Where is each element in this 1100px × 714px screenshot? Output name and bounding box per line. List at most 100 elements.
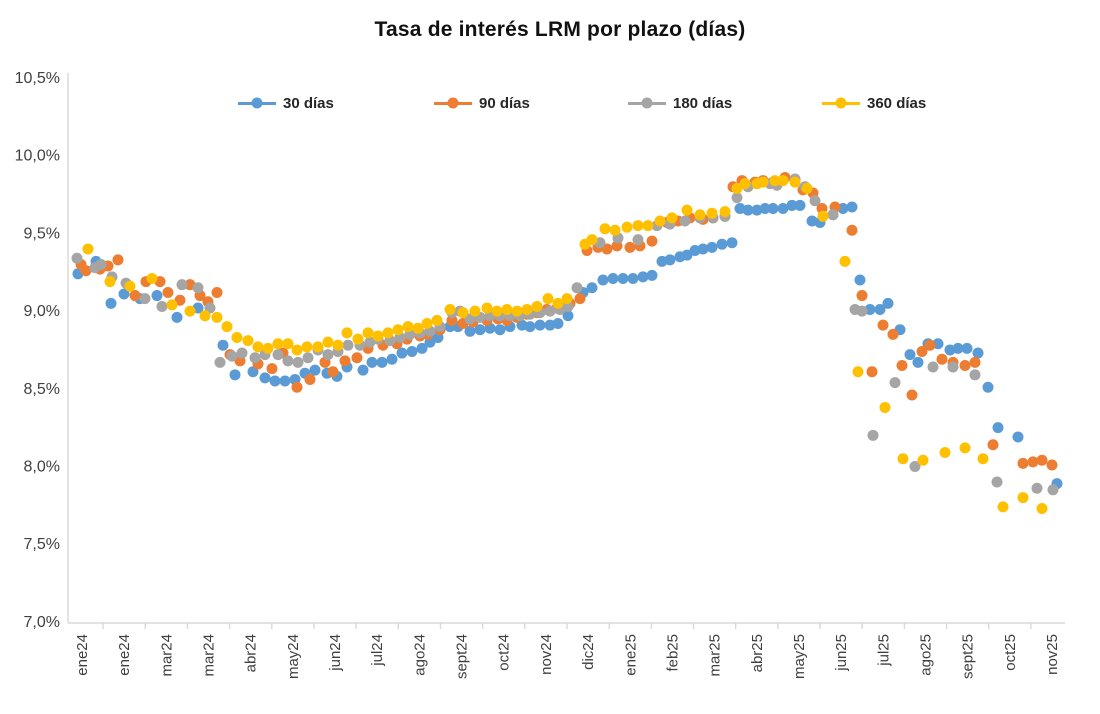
series-90-dias-marker: [211, 286, 223, 298]
series-360-dias-marker: [789, 176, 801, 188]
series-360-dias-marker: [1017, 492, 1029, 504]
series-360-dias-marker: [769, 175, 781, 187]
series-90-dias-marker: [906, 389, 918, 401]
series-360-dias-marker: [552, 297, 564, 309]
series-90-dias-marker: [896, 359, 908, 371]
series-360-dias-marker: [124, 280, 136, 292]
series-30-dias-marker: [534, 319, 546, 331]
series-180-dias-marker: [236, 347, 248, 359]
series-90-dias-marker: [887, 328, 899, 340]
legend-marker-30-dias: [238, 97, 276, 109]
series-360-dias-marker: [211, 311, 223, 323]
series-90-dias-marker: [129, 290, 141, 302]
x-tick-label: ene25: [622, 634, 639, 676]
series-30-dias-marker: [376, 356, 388, 368]
series-180-dias-marker: [679, 215, 691, 227]
series-30-dias-marker: [229, 369, 241, 381]
series-360-dias-marker: [586, 234, 598, 246]
series-360-dias-marker: [839, 255, 851, 267]
series-30-dias-marker: [716, 238, 728, 250]
series-360-dias-marker: [469, 305, 481, 317]
series-30-dias-marker: [247, 366, 259, 378]
series-30-dias-marker: [992, 422, 1004, 434]
series-30-dias-marker: [406, 346, 418, 358]
legend-marker-360-dias: [822, 97, 860, 109]
legend-item-90-dias: 90 días: [434, 94, 530, 112]
series-360-dias-marker: [666, 212, 678, 224]
series-360-dias-marker: [817, 210, 829, 222]
series-360-dias-marker: [431, 314, 443, 326]
series-90-dias-marker: [877, 319, 889, 331]
series-90-dias-marker: [969, 356, 981, 368]
series-180-dias-marker: [322, 349, 334, 361]
series-30-dias-marker: [904, 349, 916, 361]
legend-label-180-dias: 180 días: [673, 94, 733, 112]
x-tick-label: ago25: [917, 634, 934, 676]
series-30-dias-marker: [494, 324, 506, 336]
series-360-dias-marker: [412, 322, 424, 334]
series-30-dias-marker: [269, 375, 281, 387]
series-180-dias-marker: [139, 293, 151, 305]
legend-marker-180-dias: [628, 97, 666, 109]
series-30-dias-marker: [464, 325, 476, 337]
series-90-dias-marker: [80, 265, 92, 277]
series-180-dias-marker: [632, 234, 644, 246]
series-360-dias-marker: [332, 339, 344, 351]
series-180-dias-marker: [192, 282, 204, 294]
y-tick-label: 10,5%: [15, 70, 60, 87]
series-360-dias-marker: [491, 305, 503, 317]
series-360-dias-marker: [382, 327, 394, 339]
series-180-dias-marker: [272, 349, 284, 361]
y-tick-label: 10,0%: [15, 148, 60, 165]
series-30-dias-marker: [777, 203, 789, 215]
series-30-dias-marker: [524, 321, 536, 333]
x-tick-label: nov25: [1044, 634, 1061, 675]
series-360-dias-marker: [777, 175, 789, 187]
series-360-dias-marker: [166, 299, 178, 311]
series-180-dias-marker: [249, 352, 261, 364]
series-360-dias-marker: [997, 501, 1009, 513]
series-360-dias-marker: [757, 176, 769, 188]
y-tick-label: 9,0%: [24, 303, 60, 320]
series-360-dias-marker: [312, 341, 324, 353]
series-30-dias-marker: [961, 342, 973, 354]
series-180-dias-marker: [856, 305, 868, 317]
series-360-dias-marker: [184, 305, 196, 317]
series-360-dias-marker: [322, 336, 334, 348]
series-180-dias-marker: [827, 209, 839, 221]
x-tick-label: mar24: [158, 634, 175, 677]
series-180-dias-marker: [947, 361, 959, 373]
series-30-dias-marker: [151, 290, 163, 302]
series-90-dias-marker: [339, 355, 351, 367]
series-180-dias-marker: [867, 429, 879, 441]
series-360-dias-marker: [282, 338, 294, 350]
x-tick-label: ene24: [74, 634, 91, 676]
series-90-dias-marker: [916, 346, 928, 358]
series-180-dias-marker: [156, 300, 168, 312]
series-30-dias-marker: [759, 203, 771, 215]
series-90-dias-marker: [574, 293, 586, 305]
series-30-dias-marker: [1012, 431, 1024, 443]
series-180-dias-marker: [95, 258, 107, 270]
x-tick-label: abr24: [243, 634, 260, 672]
series-360-dias-marker: [694, 209, 706, 221]
series-30-dias-marker: [982, 381, 994, 393]
series-30-dias-marker: [846, 201, 858, 213]
series-360-dias-marker: [531, 300, 543, 312]
series-360-dias-marker: [82, 243, 94, 255]
series-30-dias-marker: [597, 274, 609, 286]
series-90-dias-marker: [936, 353, 948, 365]
series-30-dias-marker: [767, 203, 779, 215]
x-tick-label: jul24: [369, 634, 386, 667]
series-30-dias-marker: [607, 272, 619, 284]
series-360-dias-marker: [801, 182, 813, 194]
series-360-dias-marker: [621, 221, 633, 233]
series-90-dias-marker: [304, 373, 316, 385]
x-tick-label: may24: [285, 634, 302, 679]
series-30-dias-marker: [637, 271, 649, 283]
x-tick-label: mar24: [201, 634, 218, 677]
series-360-dias-marker: [719, 206, 731, 218]
series-90-dias-marker: [291, 381, 303, 393]
series-30-dias-marker: [586, 282, 598, 294]
